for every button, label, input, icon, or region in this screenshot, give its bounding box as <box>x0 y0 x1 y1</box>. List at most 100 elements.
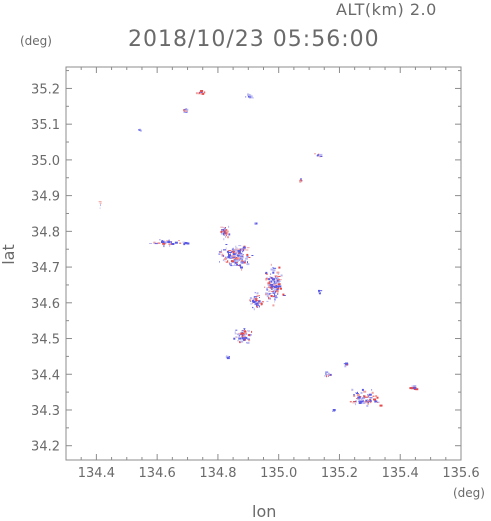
echo-cell <box>163 242 167 243</box>
echo-cell <box>319 153 323 156</box>
echo-cell <box>100 204 101 207</box>
echo-cell <box>231 249 234 252</box>
echo-cell <box>367 399 368 401</box>
echo-cell <box>235 255 236 258</box>
echo-cell <box>276 288 279 291</box>
echo-cell <box>185 108 187 111</box>
echo-cell <box>270 268 274 271</box>
echo-cell <box>231 260 234 263</box>
echo-cell <box>229 263 232 265</box>
echo-cell <box>168 241 170 242</box>
echo-cell <box>228 225 230 228</box>
echo-cell <box>224 258 226 261</box>
echo-cell <box>241 335 244 338</box>
echo-cell <box>164 242 166 243</box>
echo-cell <box>222 227 226 229</box>
echo-cell <box>317 154 319 157</box>
echo-cell <box>270 280 273 283</box>
echo-cell <box>233 250 235 252</box>
echo-cell <box>226 355 228 358</box>
echo-cell <box>379 404 383 407</box>
echo-cell <box>349 401 352 403</box>
echo-cell <box>223 228 226 230</box>
echo-cell <box>282 293 285 296</box>
echo-cell <box>361 388 364 391</box>
echo-cell <box>252 307 254 309</box>
echo-cell <box>242 247 246 250</box>
echo-cell <box>218 253 221 255</box>
echo-cell <box>270 273 272 275</box>
echo-cell <box>237 250 240 252</box>
echo-cell <box>237 248 239 250</box>
echo-cell <box>230 265 233 267</box>
echo-cell <box>240 334 242 336</box>
echo-cell <box>413 389 417 390</box>
echo-cell <box>241 261 243 263</box>
echo-cell <box>266 289 269 291</box>
echo-cell <box>362 402 366 404</box>
echo-cell <box>270 285 273 288</box>
echo-cell <box>243 329 245 330</box>
echo-cell <box>353 394 355 396</box>
echo-cell <box>220 226 224 228</box>
echo-cell <box>357 398 361 400</box>
x-axis-title: lon <box>252 502 277 521</box>
echo-cell <box>232 265 234 267</box>
echo-cell <box>256 295 259 297</box>
echo-cell <box>200 92 203 95</box>
echo-cell <box>360 397 362 399</box>
echo-cell <box>271 288 273 290</box>
echo-cell <box>273 286 277 289</box>
echo-cell <box>367 402 369 405</box>
echo-cell <box>240 249 243 252</box>
echo-cell <box>369 398 372 400</box>
echo-cell <box>367 399 369 402</box>
echo-cell <box>271 277 275 279</box>
x-tick-label: 135.6 <box>442 466 479 481</box>
echo-cell <box>270 276 273 279</box>
echo-cell <box>267 283 269 285</box>
echo-cell <box>277 276 279 278</box>
echo-cell <box>280 284 282 286</box>
echo-cell <box>361 399 363 401</box>
echo-cell <box>248 97 251 99</box>
echo-cell <box>275 285 279 288</box>
echo-cell <box>251 330 253 333</box>
echo-cell <box>239 252 243 254</box>
echo-cell <box>226 257 229 259</box>
echo-cell <box>235 248 237 251</box>
echo-cell <box>221 254 223 257</box>
echo-cell <box>369 397 373 399</box>
echo-cell <box>278 275 281 277</box>
echo-cell <box>256 292 259 295</box>
tick-labels: 134.4 134.6 134.8 135.0 135.2 135.4 135.6 34.2 3… <box>31 82 480 481</box>
echo-cell <box>270 283 274 286</box>
echo-cell <box>235 260 239 262</box>
echo-cell <box>275 290 278 292</box>
echo-cell <box>320 156 323 157</box>
echo-cell <box>247 334 249 336</box>
echo-cell <box>161 241 164 243</box>
echo-cell <box>275 290 276 293</box>
echo-cell <box>231 255 235 258</box>
echo-cell <box>327 375 329 377</box>
echo-cell <box>169 244 171 247</box>
echo-cell <box>226 250 229 253</box>
echo-cell <box>279 280 281 282</box>
echo-cell <box>265 271 268 274</box>
echo-cell <box>367 400 371 402</box>
echo-cell <box>276 279 279 282</box>
echo-cell <box>275 297 278 299</box>
echo-cell <box>166 240 169 242</box>
echo-cell <box>255 299 258 302</box>
echo-cell <box>200 90 203 93</box>
echo-cell <box>314 153 316 155</box>
axis-ticks <box>65 67 462 460</box>
echo-cell <box>273 292 275 294</box>
echo-cell <box>274 298 276 301</box>
echo-cell <box>162 242 166 245</box>
echo-cell <box>244 257 248 260</box>
echo-cell <box>186 242 190 245</box>
echo-cell <box>234 252 236 254</box>
echo-cell <box>242 249 245 252</box>
